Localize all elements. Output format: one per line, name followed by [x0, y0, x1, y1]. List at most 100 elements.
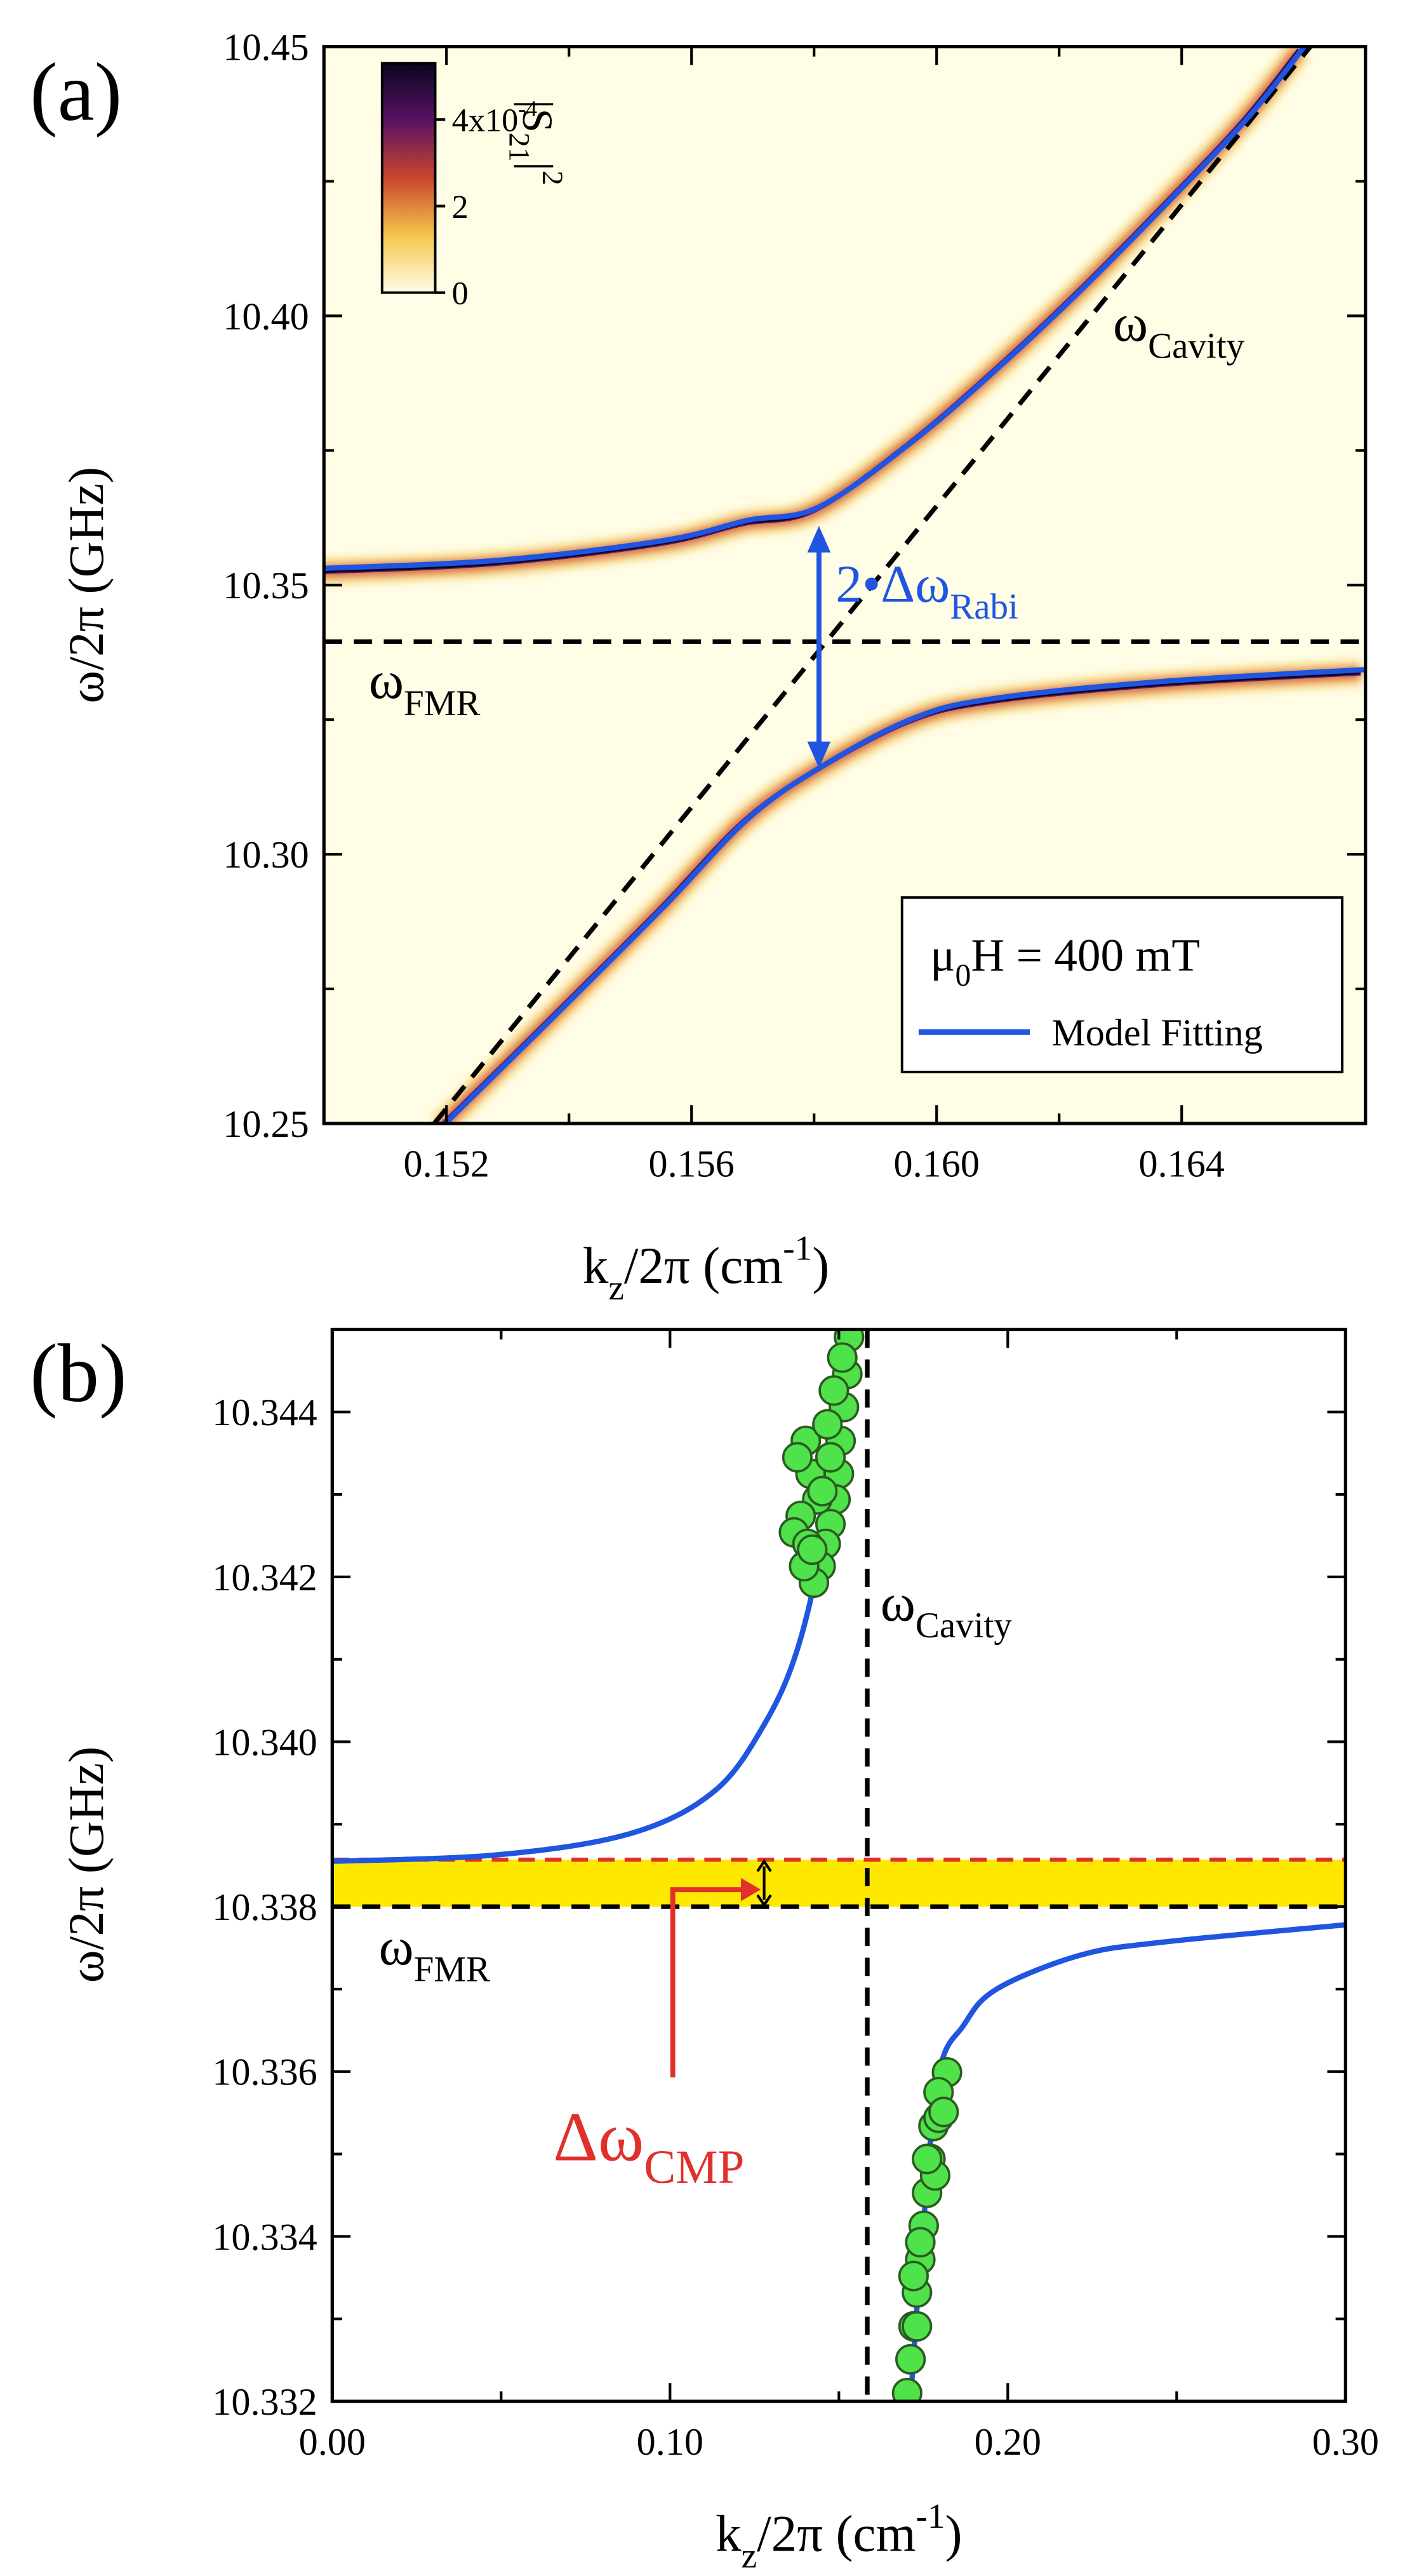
tick-label: 0.160 — [894, 1143, 980, 1186]
plot-area — [332, 1329, 1346, 2402]
plot-area — [324, 46, 1366, 1124]
data-point — [928, 2096, 959, 2128]
arrow-head — [807, 525, 831, 553]
model-curve — [443, 667, 1366, 1124]
text-part: ) — [812, 1237, 829, 1294]
arrow-head — [756, 1894, 772, 1908]
tick-label: 10.338 — [212, 1886, 317, 1929]
text-part: z — [742, 2536, 757, 2575]
text-part: ω/2π (GHz) — [58, 467, 114, 703]
text-part: 21 — [502, 133, 535, 162]
legend-label: Model Fitting — [1051, 1012, 1263, 1054]
x-axis-label: kz/2π (cm-1) — [716, 2497, 962, 2575]
tick-label: 0.152 — [404, 1143, 490, 1186]
y-axis-label: ω/2π (GHz) — [58, 467, 114, 703]
model-curve — [332, 1339, 847, 1864]
text-part: -1 — [783, 1229, 812, 1268]
text-part: z — [608, 1268, 624, 1307]
data-point — [891, 2377, 922, 2402]
data-point — [902, 2311, 933, 2342]
text-part: FMR — [414, 1950, 490, 1990]
cavity-line — [432, 46, 1312, 1124]
pointer-arrow-head — [740, 1877, 761, 1902]
tick-label: 0.156 — [649, 1143, 735, 1186]
data-point — [812, 1409, 843, 1440]
data-point — [895, 2344, 926, 2375]
tick-label: 10.334 — [212, 2216, 317, 2258]
text-part: ω — [1113, 294, 1148, 353]
arrow-head — [756, 1858, 772, 1872]
panel-label: (a) — [30, 46, 122, 138]
legend-title: μ0H = 400 mT — [930, 929, 1200, 992]
data-point — [818, 1375, 849, 1406]
annotation: ωFMR — [369, 651, 481, 723]
tick-label: 10.344 — [212, 1392, 317, 1434]
tick-label: 10.342 — [212, 1557, 317, 1599]
arrow-head — [807, 741, 831, 768]
text-part: FMR — [404, 683, 480, 723]
text-part: ω/2π (GHz) — [58, 1747, 114, 1983]
y-axis-label: ω/2π (GHz) — [58, 1747, 114, 1983]
data-point — [905, 2227, 936, 2258]
text-part: Δω — [553, 2098, 644, 2176]
colorbar — [380, 62, 437, 294]
tick-label: 10.25 — [223, 1103, 309, 1146]
tick-label: 0 — [452, 275, 469, 312]
annotation: ΔωCMP — [553, 2098, 744, 2194]
annotation: ωCavity — [1113, 294, 1245, 366]
panel-label: (b) — [30, 1327, 127, 1419]
x-axis-label: kz/2π (cm-1) — [583, 1229, 829, 1307]
data-point — [912, 2143, 943, 2175]
tick-label: 10.40 — [223, 295, 309, 338]
annotation: 2•ΔωRabi — [836, 554, 1018, 627]
data-point — [807, 1475, 838, 1506]
text-part: μ — [930, 929, 955, 981]
text-part: Cavity — [916, 1606, 1013, 1646]
text-part: Cavity — [1148, 326, 1245, 366]
text-part: ω — [379, 1917, 414, 1976]
data-point — [782, 1442, 813, 1473]
text-part: 4x10 — [452, 102, 519, 139]
legend-box — [900, 896, 1344, 1073]
model-curve — [324, 46, 1307, 572]
tick-label: 10.30 — [223, 834, 309, 876]
text-part: 2 — [536, 171, 568, 185]
tick-label: 0.164 — [1139, 1143, 1225, 1186]
tick-label: 0.30 — [1312, 2421, 1379, 2464]
data-point — [898, 2260, 929, 2291]
tick-label: 10.35 — [223, 565, 309, 607]
model-curve — [907, 1922, 1346, 2402]
tick-label: 0.10 — [637, 2421, 703, 2464]
text-part: k — [583, 1237, 609, 1294]
annotation: ωCavity — [881, 1573, 1013, 1646]
colorbar-label: |S21|2 — [502, 100, 568, 185]
data-point — [797, 1534, 828, 1566]
text-part: H = 400 mT — [971, 929, 1200, 981]
tick-label: 0.00 — [299, 2421, 366, 2464]
text-part: |S — [514, 100, 562, 132]
data-point — [815, 1442, 846, 1473]
text-part: k — [716, 2506, 742, 2563]
tick-label: 10.45 — [223, 26, 309, 69]
tick-label: 10.336 — [212, 2051, 317, 2094]
text-part: ω — [369, 651, 404, 710]
tick-label: 0.20 — [975, 2421, 1041, 2464]
tick-label: 2 — [452, 189, 469, 225]
text-part: /2π (cm — [757, 2506, 916, 2563]
text-part: /2π (cm — [624, 1237, 783, 1294]
pointer-arrow — [670, 1887, 745, 2077]
text-part: 2•Δω — [836, 554, 950, 614]
tick-label: 10.340 — [212, 1721, 317, 1764]
shift-band — [332, 1860, 1346, 1907]
text-part: CMP — [644, 2141, 744, 2194]
text-part: ω — [881, 1573, 916, 1632]
text-part: 0 — [956, 958, 971, 993]
text-part: Rabi — [950, 587, 1018, 627]
text-part: -4 — [518, 96, 537, 121]
tick-label: 4x10-4 — [452, 96, 537, 139]
text-part: ) — [945, 2506, 962, 2563]
annotation: ωFMR — [379, 1917, 491, 1990]
tick-label: 10.332 — [212, 2381, 317, 2424]
text-part: | — [514, 162, 562, 171]
